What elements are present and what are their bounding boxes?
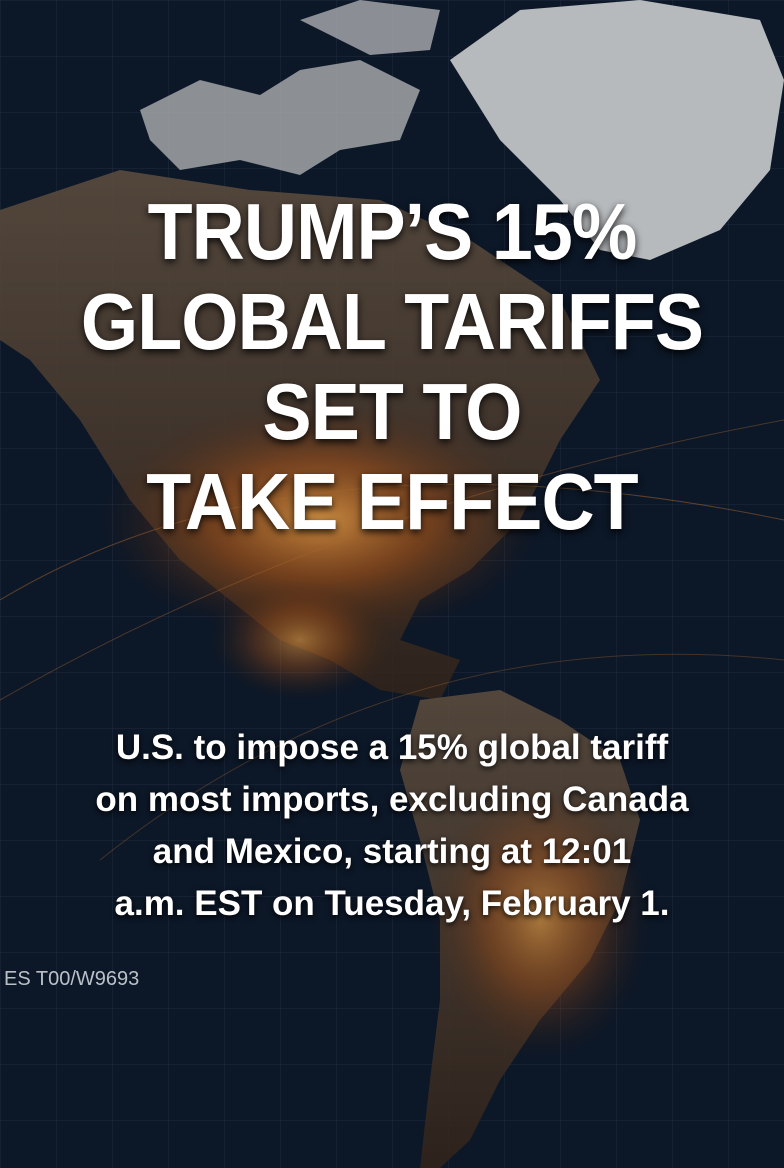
subheadline-line: on most imports, excluding Canada [95, 780, 689, 819]
headline-line: SET TO [262, 367, 523, 456]
subheadline-line: and Mexico, starting at 12:01 [152, 832, 632, 871]
headline-line: TRUMP’S 15% [147, 187, 638, 276]
headline-line: TAKE EFFECT [146, 457, 638, 546]
watermark: ES T00/W9693 [4, 968, 140, 990]
subheadline-line: a.m. EST on Tuesday, February 1. [114, 884, 670, 923]
subheadline-line: U.S. to impose a 15% global tariff [115, 728, 669, 767]
headline-line: GLOBAL TARIFFS [80, 277, 704, 366]
